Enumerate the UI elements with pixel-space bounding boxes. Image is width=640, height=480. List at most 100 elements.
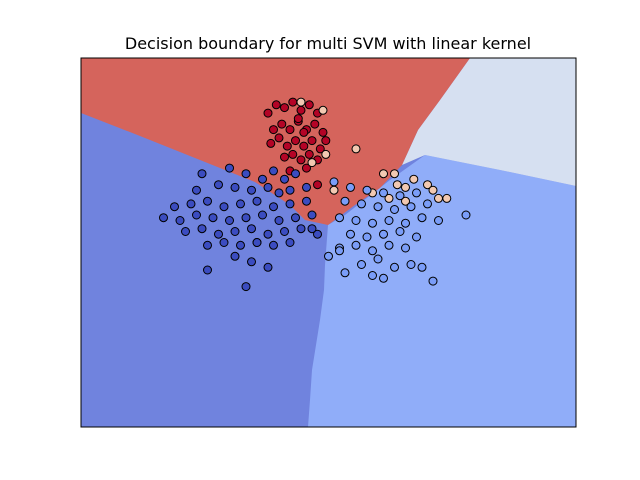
point-class-3-9 xyxy=(285,125,295,135)
point-class-0-8 xyxy=(214,180,223,190)
point-class-2-9 xyxy=(329,185,339,195)
point-class-0-1 xyxy=(225,163,234,173)
point-class-3-29 xyxy=(313,180,322,190)
point-class-0-14 xyxy=(302,182,311,192)
point-class-3-14 xyxy=(266,138,276,148)
point-class-0-41 xyxy=(296,224,306,234)
point-class-0-35 xyxy=(197,224,207,234)
point-class-3-22 xyxy=(280,152,289,162)
point-class-1-21 xyxy=(362,232,372,242)
point-class-0-26 xyxy=(192,210,201,220)
point-class-1-1 xyxy=(346,182,355,192)
point-class-1-33 xyxy=(390,262,399,272)
point-class-0-49 xyxy=(203,265,212,275)
point-class-1-16 xyxy=(384,216,394,225)
point-class-2-2 xyxy=(379,169,388,179)
point-class-0-39 xyxy=(263,229,273,239)
plot-area xyxy=(81,58,576,427)
point-class-1-5 xyxy=(412,188,421,198)
point-class-0-17 xyxy=(203,196,212,206)
point-class-3-0 xyxy=(263,108,273,118)
point-class-0-37 xyxy=(230,227,240,236)
point-class-1-17 xyxy=(401,218,410,228)
point-class-0-48 xyxy=(285,238,295,247)
point-class-3-3 xyxy=(288,97,298,107)
point-class-1-30 xyxy=(324,251,333,261)
point-class-0-12 xyxy=(274,188,284,198)
point-class-2-8 xyxy=(409,174,419,184)
point-class-2-5 xyxy=(423,180,432,190)
point-class-1-6 xyxy=(340,196,350,206)
point-class-0-31 xyxy=(274,216,284,225)
point-class-1-7 xyxy=(357,199,366,209)
data-points xyxy=(159,97,471,292)
point-class-0-21 xyxy=(269,202,278,212)
point-class-1-11 xyxy=(423,199,432,209)
point-class-3-21 xyxy=(321,136,331,146)
point-class-1-28 xyxy=(384,240,394,250)
point-class-1-0 xyxy=(329,177,339,187)
decision-regions xyxy=(81,58,576,427)
point-class-1-29 xyxy=(401,243,410,253)
point-class-0-42 xyxy=(313,229,322,239)
chart-title: Decision boundary for multi SVM with lin… xyxy=(125,34,531,53)
point-class-0-23 xyxy=(302,196,311,206)
region-class-3 xyxy=(81,58,470,225)
point-class-3-18 xyxy=(299,141,309,151)
point-class-0-11 xyxy=(263,182,273,192)
point-class-1-27 xyxy=(368,246,377,256)
point-class-1-18 xyxy=(417,213,427,223)
point-class-3-7 xyxy=(269,125,278,135)
point-class-1-32 xyxy=(373,254,383,264)
point-class-3-16 xyxy=(282,141,292,151)
point-class-0-27 xyxy=(208,213,218,223)
point-class-1-9 xyxy=(390,205,399,214)
point-class-0-32 xyxy=(291,213,300,223)
point-class-0-20 xyxy=(252,196,262,206)
point-class-3-30 xyxy=(293,114,303,124)
point-class-1-3 xyxy=(379,188,388,198)
point-class-1-12 xyxy=(461,210,471,220)
point-class-2-13 xyxy=(296,97,306,107)
point-class-0-6 xyxy=(291,169,300,179)
point-class-1-19 xyxy=(434,216,443,225)
point-class-1-24 xyxy=(412,232,421,242)
point-class-0-54 xyxy=(252,238,262,247)
point-class-3-20 xyxy=(315,144,325,154)
point-class-0-55 xyxy=(307,224,317,234)
point-class-3-8 xyxy=(277,119,287,129)
point-class-1-36 xyxy=(340,268,350,278)
point-class-0-50 xyxy=(230,251,240,261)
point-class-1-39 xyxy=(417,262,427,272)
point-class-2-6 xyxy=(434,193,443,203)
point-class-1-31 xyxy=(357,260,366,269)
point-class-2-1 xyxy=(321,149,331,159)
point-class-1-22 xyxy=(379,229,388,239)
point-class-3-24 xyxy=(296,155,306,165)
point-class-0-9 xyxy=(230,182,240,192)
axes-frame xyxy=(80,57,577,428)
point-class-1-38 xyxy=(368,271,377,280)
point-class-3-5 xyxy=(304,100,314,110)
point-class-1-35 xyxy=(428,276,438,286)
point-class-0-44 xyxy=(219,238,229,247)
point-class-0-40 xyxy=(280,227,289,236)
point-class-0-36 xyxy=(214,229,223,239)
point-class-1-14 xyxy=(351,216,361,225)
point-class-0-3 xyxy=(258,174,267,184)
point-class-3-4 xyxy=(296,105,306,115)
point-class-0-2 xyxy=(241,169,251,179)
point-class-0-10 xyxy=(247,185,256,195)
point-class-0-7 xyxy=(192,185,201,195)
point-class-1-37 xyxy=(379,273,388,283)
region-class-2 xyxy=(402,58,576,186)
point-class-0-30 xyxy=(258,210,267,220)
point-class-3-27 xyxy=(302,163,311,173)
point-class-2-16 xyxy=(401,196,410,206)
point-class-0-13 xyxy=(285,185,295,195)
point-class-0-19 xyxy=(236,199,245,209)
point-class-0-34 xyxy=(181,227,190,236)
point-class-2-7 xyxy=(442,193,452,203)
point-class-2-0 xyxy=(351,144,361,154)
